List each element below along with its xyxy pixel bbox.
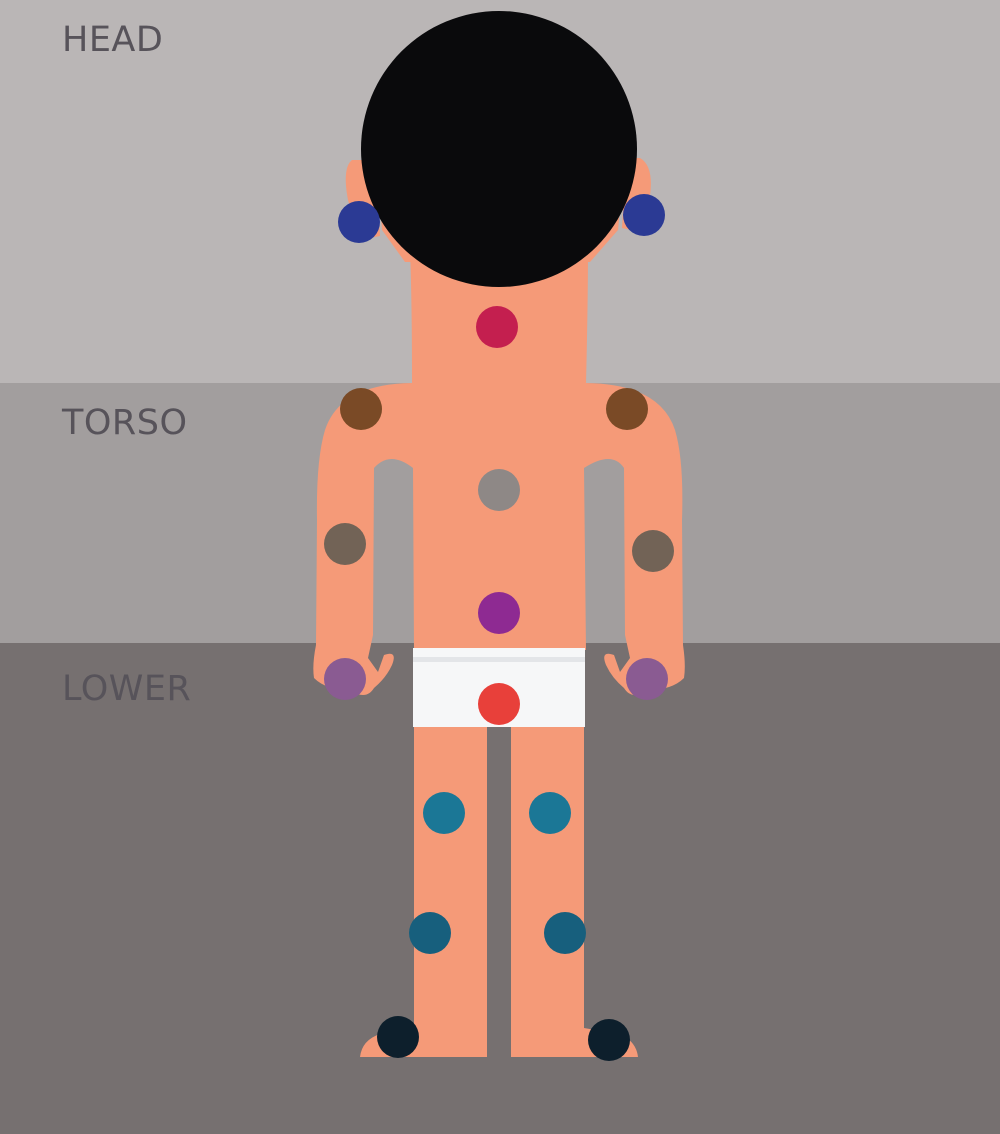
right-shoulder-marker <box>606 388 648 430</box>
left-elbow-marker <box>324 523 366 565</box>
left-ear-marker <box>338 201 380 243</box>
upper-back-marker <box>478 469 520 511</box>
marker-layer <box>324 194 674 1061</box>
lower-back-marker <box>478 592 520 634</box>
left-leg <box>360 720 487 1057</box>
underwear-waistband <box>413 657 585 662</box>
right-ear-marker <box>623 194 665 236</box>
left-ankle-marker <box>377 1016 419 1058</box>
left-wrist-marker <box>324 658 366 700</box>
head-region-label: HEAD <box>62 20 164 60</box>
right-elbow-marker <box>632 530 674 572</box>
right-ankle-marker <box>588 1019 630 1061</box>
right-knee-marker <box>544 912 586 954</box>
right-leg <box>511 720 638 1057</box>
hip-marker <box>478 683 520 725</box>
torso-region-label: TORSO <box>62 403 188 443</box>
hair <box>361 11 637 287</box>
left-shoulder-marker <box>340 388 382 430</box>
torso-and-arms <box>313 383 685 696</box>
right-wrist-marker <box>626 658 668 700</box>
neck-marker <box>476 306 518 348</box>
right-thigh-marker <box>529 792 571 834</box>
left-knee-marker <box>409 912 451 954</box>
lower-region-label: LOWER <box>62 669 192 709</box>
left-thigh-marker <box>423 792 465 834</box>
